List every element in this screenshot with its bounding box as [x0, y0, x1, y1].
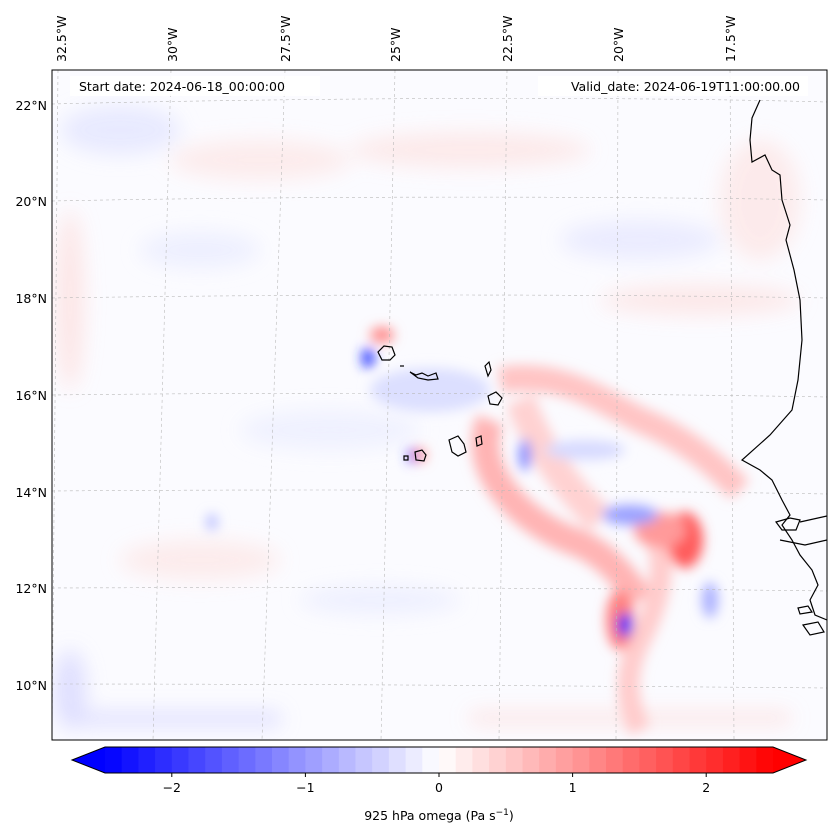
colorbar-tick-label: 1	[569, 780, 577, 795]
colorbar-bin	[155, 747, 173, 773]
colorbar-bin	[472, 747, 490, 773]
colorbar-bin	[338, 747, 356, 773]
colorbar-tick-label: −1	[296, 780, 314, 795]
colorbar-bin	[689, 747, 707, 773]
colorbar-bin	[372, 747, 390, 773]
colorbar-ticks: −2 −1 0 1 2	[163, 773, 710, 795]
lon-label: 32.5°W	[54, 16, 69, 62]
lon-label: 22.5°W	[500, 16, 515, 62]
colorbar-bin	[455, 747, 473, 773]
lat-label: 10°N	[15, 678, 47, 693]
colorbar-bin	[205, 747, 223, 773]
colorbar-bin	[606, 747, 624, 773]
colorbar-bin	[722, 747, 741, 773]
colorbar-bin	[255, 747, 273, 773]
colorbar-bin	[505, 747, 523, 773]
colorbar-max-extend	[773, 747, 806, 773]
colorbar-bin	[555, 747, 574, 773]
colorbar-label: 925 hPa omega (Pa s−1)	[364, 808, 514, 823]
colorbar-bin	[322, 747, 340, 773]
colorbar-outline	[70, 746, 808, 774]
colorbar: −2 −1 0 1 2 925 hPa omega (Pa s−1)	[70, 746, 808, 823]
latitude-labels: 22°N 20°N 18°N 16°N 14°N 12°N 10°N	[15, 98, 47, 693]
lat-label: 20°N	[15, 194, 47, 209]
graticule	[52, 70, 827, 740]
colorbar-bin	[171, 747, 189, 773]
start-date-label: Start date: 2024-06-18_00:00:00	[79, 79, 285, 94]
lat-label: 18°N	[15, 291, 47, 306]
lon-label: 20°W	[611, 27, 626, 62]
cape-verde-islands	[377, 345, 503, 462]
colorbar-bin	[522, 747, 540, 773]
colorbar-bin	[272, 747, 290, 773]
colorbar-bin	[238, 747, 256, 773]
colorbar-bin	[422, 747, 440, 773]
lon-label: 25°W	[388, 27, 403, 62]
colorbar-bin	[405, 747, 423, 773]
colorbar-tick-label: 0	[435, 780, 443, 795]
colorbar-bin	[539, 747, 557, 773]
colorbar-bin	[138, 747, 156, 773]
colorbar-bin	[305, 747, 323, 773]
lat-label: 12°N	[15, 581, 47, 596]
valid-date-label: Valid_date: 2024-06-19T11:00:00.00	[571, 79, 800, 94]
lon-label: 27.5°W	[278, 16, 293, 62]
colorbar-min-extend	[72, 747, 105, 773]
colorbar-tick-label: −2	[163, 780, 181, 795]
colorbar-bins	[105, 747, 774, 773]
colorbar-bin	[221, 747, 240, 773]
lon-label: 17.5°W	[723, 16, 738, 62]
colorbar-bin	[355, 747, 373, 773]
colorbar-bin	[672, 747, 690, 773]
map-frame	[51, 69, 828, 741]
colorbar-bin	[121, 747, 139, 773]
colorbar-bin	[188, 747, 206, 773]
colorbar-bin	[439, 747, 457, 773]
colorbar-bin	[288, 747, 306, 773]
colorbar-bin	[706, 747, 724, 773]
coastline	[740, 99, 827, 636]
lat-label: 22°N	[15, 98, 47, 113]
lat-label: 16°N	[15, 388, 47, 403]
longitude-labels: 32.5°W 30°W 27.5°W 25°W 22.5°W 20°W 17.5…	[54, 16, 738, 62]
colorbar-bin	[572, 747, 590, 773]
colorbar-bin	[739, 747, 757, 773]
colorbar-tick-label: 2	[702, 780, 710, 795]
colorbar-bin	[622, 747, 640, 773]
lon-label: 30°W	[165, 27, 180, 62]
colorbar-bin	[388, 747, 407, 773]
colorbar-bin	[656, 747, 674, 773]
colorbar-bin	[639, 747, 657, 773]
colorbar-bin	[589, 747, 607, 773]
colorbar-bin	[105, 747, 123, 773]
omega-field	[52, 70, 827, 740]
colorbar-bin	[756, 747, 774, 773]
lat-label: 14°N	[15, 485, 47, 500]
colorbar-bin	[489, 747, 507, 773]
